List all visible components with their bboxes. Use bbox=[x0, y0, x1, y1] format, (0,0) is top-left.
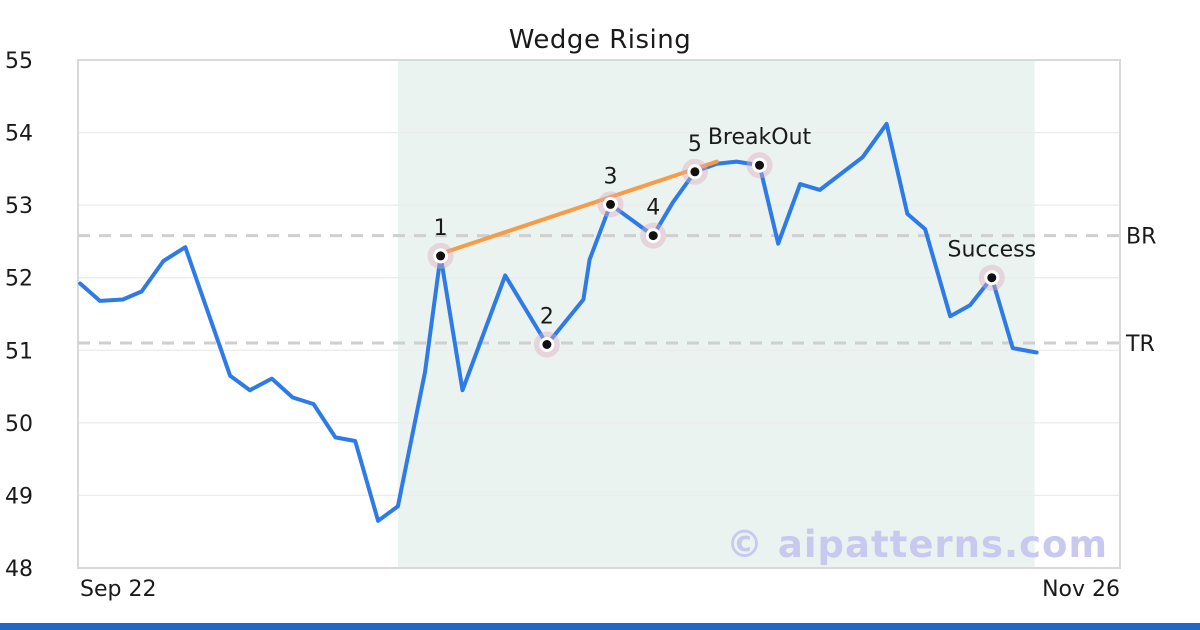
chart-text-layer: © aipatterns.com Wedge Rising Sep 22 Nov… bbox=[0, 25, 1200, 630]
level-label-tr: TR bbox=[1125, 332, 1155, 357]
chart-plot-area: 48 49 50 51 52 53 54 55 BR TR 1 2 3 4 5 BreakOut Success bbox=[5, 49, 1156, 582]
y-tick-label: 55 bbox=[5, 49, 33, 74]
y-tick-label: 49 bbox=[5, 484, 33, 509]
x-axis-label-start: Sep 22 bbox=[80, 577, 156, 602]
y-tick-label: 48 bbox=[5, 557, 33, 582]
annotation-label-success: Success bbox=[948, 238, 1037, 263]
annotation-label-4: 4 bbox=[646, 196, 660, 221]
level-label-br: BR bbox=[1126, 225, 1156, 250]
marker-dot bbox=[755, 160, 764, 170]
watermark: © aipatterns.com bbox=[726, 523, 1108, 566]
marker-dot bbox=[648, 231, 658, 241]
annotation-label-3: 3 bbox=[604, 164, 618, 189]
annotation-label-2: 2 bbox=[540, 305, 554, 330]
price-line bbox=[78, 121, 1039, 523]
marker-dot bbox=[606, 199, 615, 209]
marker-dot bbox=[690, 167, 700, 177]
chart-title: Wedge Rising bbox=[509, 25, 692, 55]
marker-dot bbox=[542, 340, 552, 349]
annotation-label-breakout: BreakOut bbox=[708, 125, 812, 150]
y-tick-label: 54 bbox=[5, 122, 33, 147]
trendline bbox=[444, 159, 719, 254]
x-axis-label-end: Nov 26 bbox=[1042, 577, 1120, 602]
y-tick-label: 51 bbox=[5, 339, 33, 364]
annotation-label-1: 1 bbox=[434, 216, 448, 241]
pattern-region bbox=[397, 60, 1035, 568]
marker-dot bbox=[436, 251, 446, 261]
y-tick-label: 52 bbox=[5, 267, 33, 292]
y-tick-label: 50 bbox=[5, 412, 33, 437]
y-tick-label: 53 bbox=[5, 194, 33, 219]
footer-bar bbox=[0, 623, 1200, 630]
plot-border bbox=[77, 59, 1121, 569]
annotation-label-5: 5 bbox=[688, 132, 702, 157]
marker-dot bbox=[987, 273, 997, 283]
